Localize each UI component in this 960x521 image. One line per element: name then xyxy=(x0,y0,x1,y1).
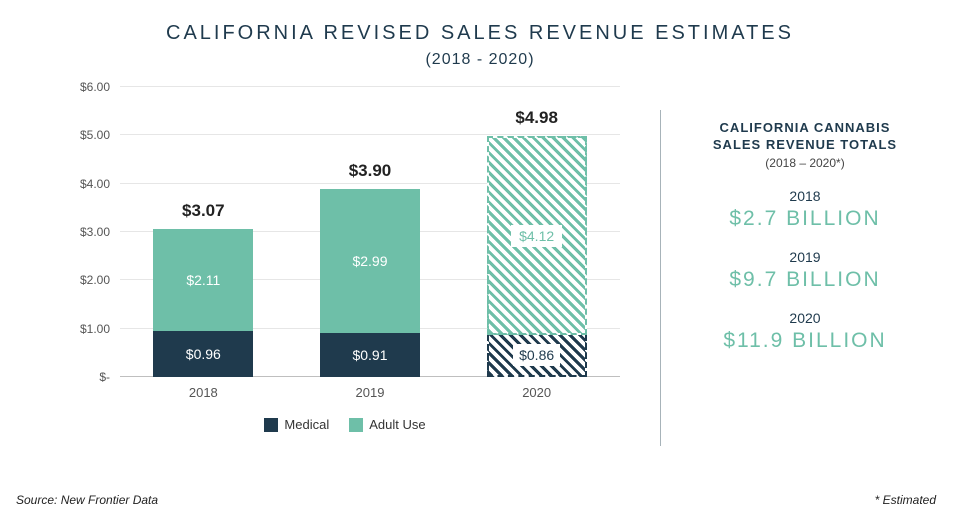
sidebar-value: $11.9 BILLION xyxy=(680,329,930,353)
y-tick-label: $4.00 xyxy=(60,177,110,191)
segment-adultuse: $2.11 xyxy=(153,229,253,331)
bar-total-label: $4.98 xyxy=(515,108,558,128)
legend-item: Adult Use xyxy=(349,417,425,432)
y-tick-label: $3.00 xyxy=(60,225,110,239)
x-category-label: 2019 xyxy=(320,385,420,400)
segment-adultuse: $4.12 xyxy=(487,136,587,335)
y-tick-label: $2.00 xyxy=(60,273,110,287)
bar-total-label: $3.07 xyxy=(182,201,225,221)
stacked-bar: $4.12 $0.86 xyxy=(487,136,587,377)
page-subtitle: (2018 - 2020) xyxy=(0,51,960,69)
sidebar-total-block: 2018 $2.7 BILLION xyxy=(680,188,930,231)
legend: Medical Adult Use xyxy=(60,417,630,432)
segment-medical-label: $0.91 xyxy=(352,347,387,363)
segment-medical-label: $0.86 xyxy=(513,344,560,366)
x-category-label: 2018 xyxy=(153,385,253,400)
segment-medical-label: $0.96 xyxy=(186,346,221,362)
segment-medical: $0.86 xyxy=(487,335,587,377)
sidebar-title: CALIFORNIA CANNABIS SALES REVENUE TOTALS xyxy=(680,120,930,154)
sidebar-title-l2: SALES REVENUE TOTALS xyxy=(713,137,897,152)
page-title: CALIFORNIA REVISED SALES REVENUE ESTIMAT… xyxy=(0,22,960,45)
segment-medical: $0.96 xyxy=(153,331,253,377)
segment-adultuse-label: $2.11 xyxy=(186,272,220,288)
estimated-note: * Estimated xyxy=(875,493,936,507)
legend-swatch xyxy=(264,418,278,432)
x-category-label: 2020 xyxy=(487,385,587,400)
legend-item: Medical xyxy=(264,417,329,432)
sidebar-value: $2.7 BILLION xyxy=(680,207,930,231)
bar-column: $4.12 $0.86 $4.98 xyxy=(487,87,587,377)
sidebar-year: 2018 xyxy=(680,188,930,204)
legend-label: Adult Use xyxy=(369,417,425,432)
vertical-divider xyxy=(660,110,661,446)
bar-column: $2.11 $0.96 $3.07 xyxy=(153,87,253,377)
source-credit: Source: New Frontier Data xyxy=(16,493,158,507)
sidebar-total-block: 2020 $11.9 BILLION xyxy=(680,310,930,353)
chart-wrap: $-$1.00$2.00$3.00$4.00$5.00$6.00$2.11$0.… xyxy=(60,87,630,377)
bar-chart: $-$1.00$2.00$3.00$4.00$5.00$6.00$2.11$0.… xyxy=(120,87,620,377)
y-tick-label: $- xyxy=(60,370,110,384)
bar-total-label: $3.90 xyxy=(349,161,392,181)
y-tick-label: $5.00 xyxy=(60,128,110,142)
segment-adultuse-label: $4.12 xyxy=(511,225,562,247)
segment-medical: $0.91 xyxy=(320,333,420,377)
sidebar-title-l1: CALIFORNIA CANNABIS xyxy=(720,120,891,135)
segment-adultuse-label: $2.99 xyxy=(352,253,387,269)
bars-container: $2.11 $0.96 $3.07 $2.99 $0.91 $3.90 $4.12 $0.86… xyxy=(120,87,620,377)
y-tick-label: $1.00 xyxy=(60,322,110,336)
stacked-bar: $2.11 $0.96 xyxy=(153,229,253,377)
sidebar-panel: CALIFORNIA CANNABIS SALES REVENUE TOTALS… xyxy=(680,120,930,353)
sidebar-subtitle: (2018 – 2020*) xyxy=(680,156,930,170)
bar-column: $2.99 $0.91 $3.90 xyxy=(320,87,420,377)
y-tick-label: $6.00 xyxy=(60,80,110,94)
legend-swatch xyxy=(349,418,363,432)
sidebar-total-block: 2019 $9.7 BILLION xyxy=(680,249,930,292)
sidebar-year: 2020 xyxy=(680,310,930,326)
sidebar-year: 2019 xyxy=(680,249,930,265)
segment-adultuse: $2.99 xyxy=(320,189,420,334)
stacked-bar: $2.99 $0.91 xyxy=(320,189,420,377)
legend-label: Medical xyxy=(284,417,329,432)
sidebar-value: $9.7 BILLION xyxy=(680,268,930,292)
title-block: CALIFORNIA REVISED SALES REVENUE ESTIMAT… xyxy=(0,0,960,69)
